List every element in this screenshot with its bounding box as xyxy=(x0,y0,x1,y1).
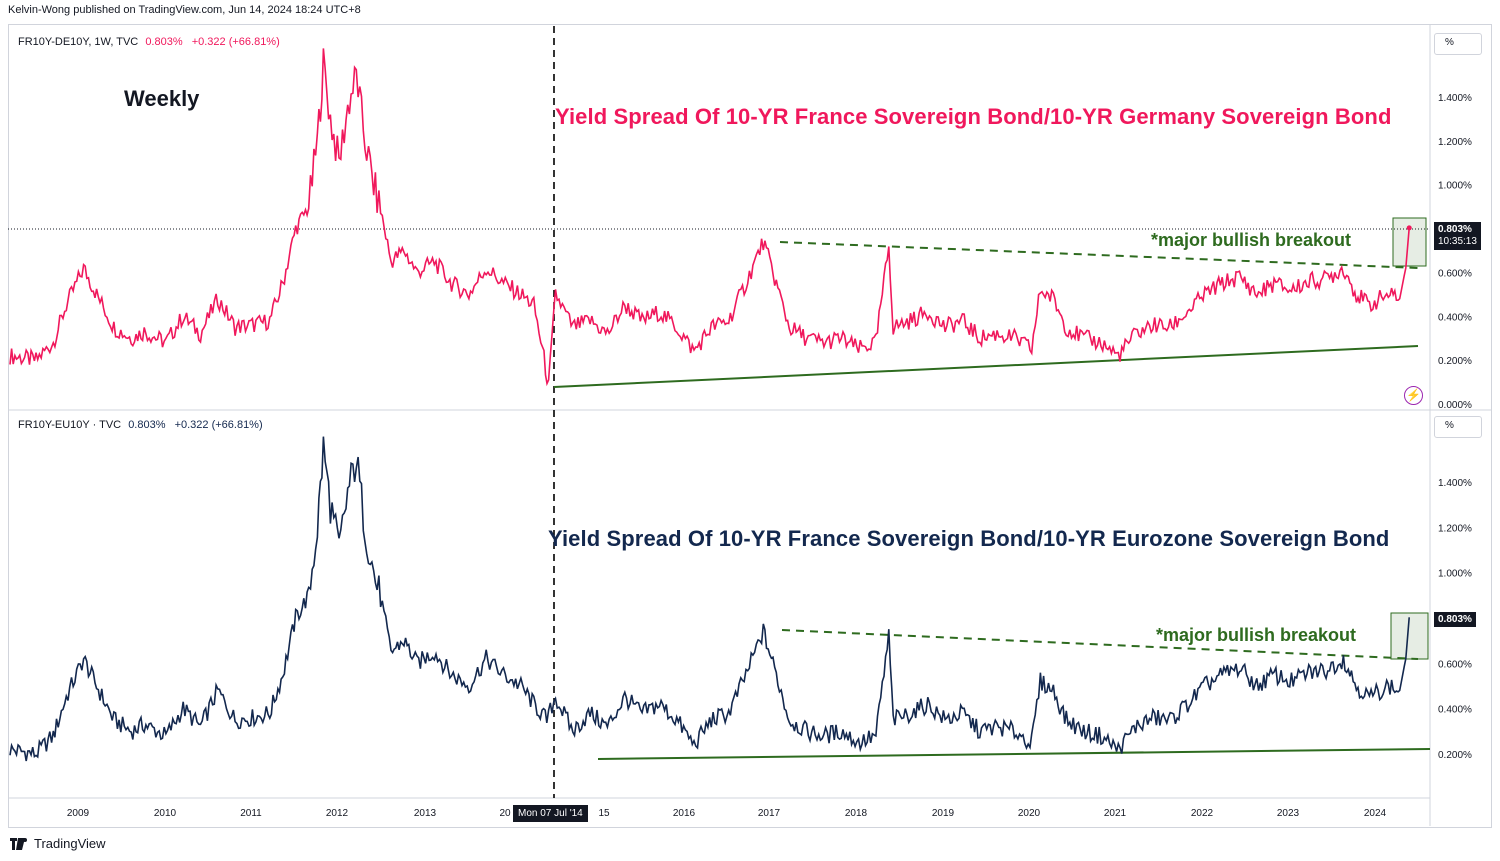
x-tick-label: 2018 xyxy=(845,808,868,819)
x-tick-label: 2024 xyxy=(1364,808,1387,819)
y-tick-label: 0.600% xyxy=(1438,659,1472,670)
footer-brand-label: TradingView xyxy=(34,836,106,851)
breakout-annotation-bottom: *major bullish breakout xyxy=(1156,625,1357,645)
last-point-marker xyxy=(1406,225,1412,231)
breakout-annotation-top: *major bullish breakout xyxy=(1151,230,1352,250)
x-tick-label: 2017 xyxy=(758,808,781,819)
y-tick-label: 1.000% xyxy=(1438,181,1472,192)
y-tick-label: 0.600% xyxy=(1438,268,1472,279)
top-series-group xyxy=(9,48,1412,387)
x-tick-label: 2012 xyxy=(326,808,349,819)
legend-change: +0.322 (+66.81%) xyxy=(174,419,263,431)
x-tick-label: 2021 xyxy=(1104,808,1127,819)
legend-top: FR10Y-DE10Y, 1W, TVC 0.803% +0.322 (+66.… xyxy=(18,36,280,48)
price-tag-bottom: 0.803% xyxy=(1434,612,1476,627)
x-tick-label: 2022 xyxy=(1191,808,1214,819)
unit-selector-top[interactable]: % xyxy=(1434,33,1482,55)
y-tick-label: 1.200% xyxy=(1438,137,1472,148)
resistance-trendline-top[interactable] xyxy=(779,241,1419,269)
y-tick-label: 1.400% xyxy=(1438,478,1472,489)
x-tick-label: 2009 xyxy=(67,808,90,819)
countdown-timer: 10:35:13 xyxy=(1438,236,1477,247)
series-line-FR10Y-EU10Y xyxy=(9,436,1410,762)
footer-brand[interactable]: TradingView xyxy=(10,836,106,851)
y-tick-label: 0.400% xyxy=(1438,312,1472,323)
legend-change: +0.322 (+66.81%) xyxy=(191,36,280,48)
axes-group: 0.000%0.200%0.400%0.600%0.800%1.000%1.20… xyxy=(67,93,1472,819)
support-trendline-top[interactable] xyxy=(553,345,1419,388)
tradingview-logo-icon xyxy=(10,837,27,850)
x-tick-label: 2020 xyxy=(1018,808,1041,819)
x-tick-label: 2016 xyxy=(673,808,696,819)
x-tick-label: 2019 xyxy=(932,808,955,819)
x-tick-label: 2010 xyxy=(154,808,177,819)
x-tick-label: 2023 xyxy=(1277,808,1300,819)
breakout-box-bottom[interactable] xyxy=(1390,612,1429,660)
y-tick-label: 0.000% xyxy=(1438,400,1472,411)
y-tick-label: 1.200% xyxy=(1438,523,1472,534)
x-tick-label: 2013 xyxy=(414,808,437,819)
y-tick-label: 0.200% xyxy=(1438,750,1472,761)
chart-title-bottom: Yield Spread Of 10-YR France Sovereign B… xyxy=(548,526,1390,551)
unit-selector-bottom[interactable]: % xyxy=(1434,416,1482,438)
legend-symbol: FR10Y-DE10Y, 1W, TVC xyxy=(18,36,139,48)
breakout-box-top[interactable] xyxy=(1392,217,1427,267)
publish-info: Kelvin-Wong published on TradingView.com… xyxy=(8,4,361,16)
x-tick-label: 2011 xyxy=(240,808,262,819)
lightning-bolt-icon[interactable]: ⚡ xyxy=(1404,386,1423,405)
x-tick-label: 20 xyxy=(499,808,511,819)
y-tick-label: 0.400% xyxy=(1438,705,1472,716)
legend-bottom: FR10Y-EU10Y · TVC 0.803% +0.322 (+66.81%… xyxy=(18,419,263,431)
legend-value: 0.803% xyxy=(128,419,166,431)
legend-symbol: FR10Y-EU10Y · TVC xyxy=(18,419,122,431)
chart-title-top: Yield Spread Of 10-YR France Sovereign B… xyxy=(555,104,1392,129)
price-tag-value: 0.803% xyxy=(1438,224,1472,235)
series-line-FR10Y-DE10Y xyxy=(9,48,1410,387)
support-trendline-bottom[interactable] xyxy=(597,748,1431,760)
price-tag-top: 0.803% 10:35:13 xyxy=(1434,222,1481,250)
y-tick-label: 1.000% xyxy=(1438,569,1472,580)
legend-value: 0.803% xyxy=(145,36,183,48)
y-tick-label: 0.200% xyxy=(1438,356,1472,367)
bottom-series-group xyxy=(9,436,1410,762)
timeframe-label: Weekly xyxy=(124,86,200,111)
x-tick-label: 15 xyxy=(598,808,610,819)
crosshair-date-label: Mon 07 Jul '14 xyxy=(513,805,588,822)
chart-frame xyxy=(8,24,1492,828)
y-tick-label: 1.400% xyxy=(1438,93,1472,104)
